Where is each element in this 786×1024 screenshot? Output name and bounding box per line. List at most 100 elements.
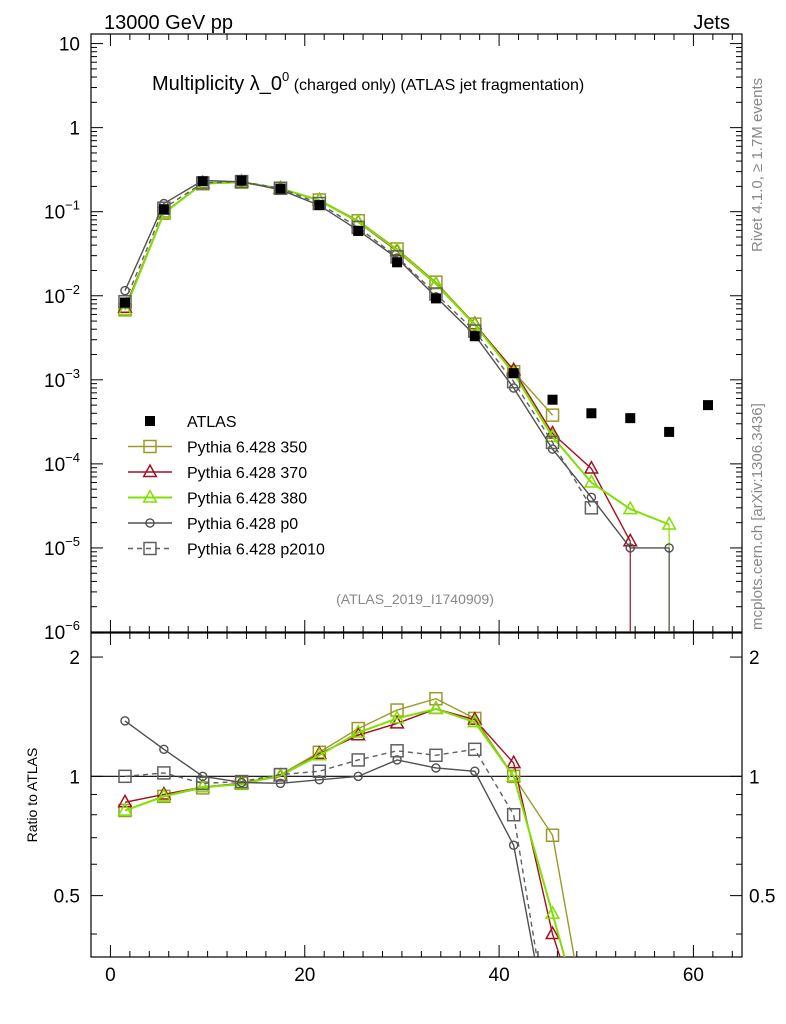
y-tick-base: 10 bbox=[44, 623, 65, 644]
data-point bbox=[312, 764, 327, 778]
data-point bbox=[157, 766, 171, 780]
data-point bbox=[506, 767, 522, 782]
ratio-y-tick-label-right: 1 bbox=[749, 767, 760, 788]
y-tick-base: 10 bbox=[44, 371, 65, 392]
data-point bbox=[506, 754, 522, 769]
data-point bbox=[545, 435, 560, 450]
data-point bbox=[353, 225, 364, 236]
main-series bbox=[117, 173, 713, 632]
data-point bbox=[389, 709, 405, 724]
y-tick-exponent: −5 bbox=[65, 534, 80, 549]
y-tick-base: 10 bbox=[44, 287, 65, 308]
data-point bbox=[583, 460, 599, 474]
data-point bbox=[547, 394, 558, 405]
data-point bbox=[467, 316, 483, 331]
legend-label: Pythia 6.428 p2010 bbox=[187, 542, 325, 559]
data-point bbox=[664, 426, 675, 437]
ratio-panel-frame bbox=[90, 632, 743, 958]
data-point bbox=[431, 763, 441, 773]
y-tick-exponent: −6 bbox=[65, 618, 80, 633]
data-point bbox=[143, 439, 157, 454]
data-point bbox=[544, 905, 561, 920]
ratio-y-tick-label-right: 0.5 bbox=[749, 887, 775, 908]
ratio-y-label: Ratio to ATLAS bbox=[24, 748, 40, 843]
data-point bbox=[429, 691, 443, 706]
y-tick-base: 10 bbox=[59, 35, 80, 56]
main-panel-frame bbox=[90, 33, 743, 633]
data-point bbox=[506, 807, 521, 822]
data-point bbox=[118, 294, 132, 309]
ratio-y-tick-label: 1 bbox=[69, 767, 80, 788]
data-point bbox=[120, 716, 130, 726]
y-tick-exponent: −4 bbox=[65, 450, 80, 465]
data-point bbox=[117, 301, 133, 316]
rivet-label: Rivet 4.1.0, ≥ 1.7M events bbox=[749, 78, 766, 252]
data-point bbox=[142, 463, 158, 478]
y-tick-label: 10−2 bbox=[44, 282, 80, 308]
y-tick-base: 10 bbox=[44, 539, 65, 560]
data-point bbox=[143, 541, 157, 556]
data-point bbox=[350, 724, 366, 738]
data-point bbox=[120, 285, 130, 296]
data-point bbox=[664, 543, 674, 553]
y-tick-label: 10−4 bbox=[44, 450, 80, 476]
data-point bbox=[314, 200, 325, 211]
data-point bbox=[117, 793, 133, 808]
legend: ATLAS Pythia 6.428 350 Pythia 6.428 370 Pyt… bbox=[128, 414, 325, 559]
data-point bbox=[275, 778, 286, 789]
data-point bbox=[583, 474, 599, 488]
x-tick-label: 20 bbox=[294, 965, 315, 986]
y-tick-exponent: −1 bbox=[65, 198, 80, 213]
data-point bbox=[467, 713, 483, 728]
data-point bbox=[428, 700, 444, 715]
energy-label: 13000 GeV pp bbox=[104, 12, 233, 34]
y-tick-label: 10−3 bbox=[44, 366, 80, 392]
data-point bbox=[508, 368, 519, 379]
data-point bbox=[392, 755, 402, 765]
data-point bbox=[661, 516, 677, 530]
data-point bbox=[236, 175, 247, 186]
title-main: Multiplicity λ_0 bbox=[152, 73, 282, 95]
data-point bbox=[702, 400, 713, 411]
y-tick-base: 10 bbox=[44, 455, 65, 476]
data-point bbox=[468, 742, 482, 757]
ratio-series bbox=[117, 691, 575, 957]
process-label: Jets bbox=[693, 12, 730, 34]
data-point bbox=[545, 828, 560, 843]
data-point bbox=[314, 775, 325, 785]
data-point bbox=[584, 501, 599, 515]
data-point bbox=[156, 786, 172, 800]
data-point bbox=[428, 700, 444, 715]
data-point bbox=[195, 776, 210, 791]
mcplots-label: mcplots.cern.ch [arXiv:1306.3436] bbox=[749, 403, 766, 630]
data-point bbox=[429, 748, 443, 763]
x-tick-label: 0 bbox=[105, 965, 116, 986]
analysis-id: (ATLAS_2019_I1740909) bbox=[336, 591, 494, 607]
data-point bbox=[392, 257, 403, 268]
data-point bbox=[234, 774, 249, 789]
data-point bbox=[586, 408, 597, 419]
data-point bbox=[236, 777, 247, 788]
legend-label: Pythia 6.428 p0 bbox=[187, 516, 298, 533]
y-tick-label: 10−6 bbox=[44, 618, 80, 644]
data-point bbox=[159, 744, 169, 755]
title-sub: (charged only) (ATLAS jet fragmentation) bbox=[289, 77, 584, 94]
ratio-series-line bbox=[124, 708, 561, 957]
data-point bbox=[625, 543, 636, 553]
data-point bbox=[275, 183, 286, 194]
data-point bbox=[467, 711, 483, 725]
y-tick-label: 10 bbox=[59, 35, 80, 56]
ratio-y-tick-label: 0.5 bbox=[54, 887, 80, 908]
data-point bbox=[470, 766, 480, 776]
y-tick-exponent: −2 bbox=[65, 282, 80, 297]
data-point bbox=[273, 767, 288, 782]
data-point bbox=[142, 489, 158, 503]
data-point bbox=[273, 181, 288, 196]
y-tick-label: 1 bbox=[69, 119, 80, 140]
y-tick-label: 10−5 bbox=[44, 534, 80, 560]
data-point bbox=[195, 778, 211, 793]
ratio-series-line bbox=[124, 707, 566, 957]
y-tick-exponent: −3 bbox=[65, 366, 80, 381]
legend-label: Pythia 6.428 380 bbox=[187, 491, 307, 508]
